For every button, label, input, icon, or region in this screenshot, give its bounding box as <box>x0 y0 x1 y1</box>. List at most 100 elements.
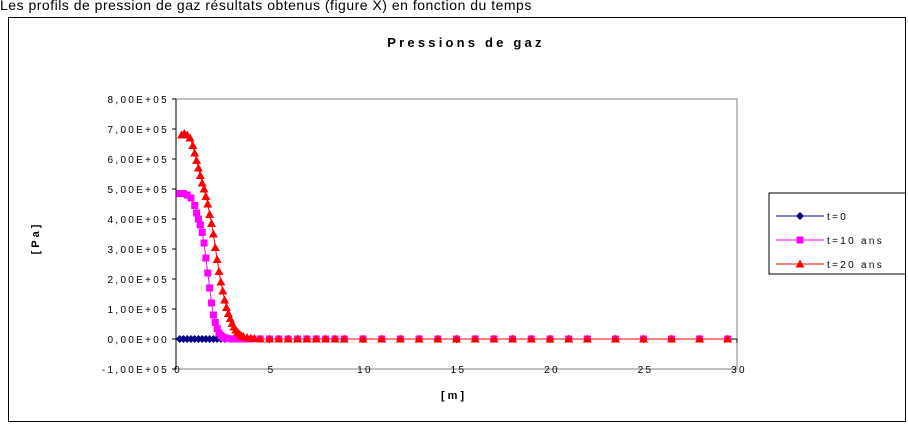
y-tick-label: 4,00E+05 <box>108 215 170 226</box>
y-tick-label: 2,00E+05 <box>108 275 170 286</box>
data-point <box>207 219 217 227</box>
data-point <box>195 171 205 179</box>
legend: t=0 t=10 ans t=20 ans <box>768 192 905 275</box>
y-tick-label: 6,00E+05 <box>108 155 170 166</box>
data-point <box>176 190 184 197</box>
data-point <box>203 199 213 208</box>
data-point <box>193 163 203 172</box>
data-point <box>250 334 260 343</box>
data-point <box>218 286 228 295</box>
plot-area <box>175 98 738 370</box>
data-point <box>330 334 340 343</box>
series-layer <box>175 129 733 343</box>
data-point <box>201 192 211 200</box>
data-point <box>187 194 195 202</box>
data-point <box>610 334 620 343</box>
x-tick-label: 20 <box>544 365 560 376</box>
data-point <box>255 334 265 343</box>
legend-label: t=0 <box>827 212 848 223</box>
data-point <box>358 334 368 343</box>
data-point <box>695 334 705 343</box>
data-point <box>293 334 303 343</box>
data-point <box>198 229 206 236</box>
x-tick-label: 10 <box>357 365 373 376</box>
data-point <box>211 319 219 326</box>
data-point <box>265 334 274 343</box>
data-point <box>221 303 231 311</box>
data-point <box>214 267 224 275</box>
data-point <box>216 277 226 286</box>
pressure-chart: Pressions de gaz -1,00E+05 0,00E+00 1,00E+… <box>30 35 905 402</box>
data-point <box>205 210 215 218</box>
data-point <box>213 325 221 332</box>
data-point <box>489 334 499 343</box>
data-point <box>414 334 424 343</box>
y-tick-label: 7,00E+05 <box>108 125 170 136</box>
data-point <box>302 334 312 343</box>
chart-frame: Pressions de gaz -1,00E+05 0,00E+00 1,00E+… <box>8 17 906 422</box>
data-point <box>321 334 331 343</box>
data-point <box>526 334 536 343</box>
data-point <box>564 334 574 343</box>
y-tick-label: 3,00E+05 <box>108 245 170 256</box>
data-point <box>206 284 214 292</box>
data-point <box>639 334 648 343</box>
figure-caption: Les profils de pression de gaz résultats… <box>0 0 532 13</box>
data-point <box>224 335 232 343</box>
x-tick-label: 0 <box>174 365 182 376</box>
legend-marker <box>796 236 804 244</box>
data-point <box>204 269 212 277</box>
x-tick-label: 5 <box>268 365 276 376</box>
legend-box <box>768 192 905 275</box>
data-point <box>723 334 733 343</box>
data-point <box>228 335 236 343</box>
data-point <box>179 190 187 197</box>
x-tick-label: 25 <box>638 365 654 376</box>
data-point <box>193 209 201 217</box>
data-point <box>197 178 207 187</box>
chart-title: Pressions de gaz <box>387 35 544 50</box>
data-point <box>209 311 217 319</box>
y-tick-label: 5,00E+05 <box>108 185 170 196</box>
data-point <box>212 255 222 263</box>
data-point <box>582 334 592 343</box>
data-point <box>470 334 480 343</box>
data-point <box>200 239 208 247</box>
data-point <box>395 334 405 343</box>
x-tick-label: 15 <box>451 365 467 376</box>
data-point <box>208 299 216 307</box>
data-point <box>232 335 240 343</box>
data-point <box>508 334 518 343</box>
data-point <box>283 334 293 343</box>
data-point <box>199 184 209 193</box>
y-axis-label: [Pa] <box>30 222 42 255</box>
y-tick-label: 0,00E+00 <box>108 335 170 346</box>
data-point <box>274 334 284 343</box>
legend-label: t=20 ans <box>827 260 884 271</box>
data-point <box>667 334 677 343</box>
data-point <box>202 254 210 262</box>
data-point <box>311 334 321 343</box>
data-point <box>183 191 191 199</box>
data-point <box>377 334 387 343</box>
data-point <box>188 141 198 149</box>
legend-marker <box>795 259 805 268</box>
data-point <box>192 156 202 164</box>
data-point <box>191 202 199 209</box>
legend-marker <box>796 212 804 220</box>
x-tick-label: 30 <box>731 365 747 376</box>
y-tick-label: 8,00E+05 <box>108 95 170 106</box>
data-point <box>210 243 220 251</box>
y-tick-label: 1,00E+05 <box>108 305 170 316</box>
data-point <box>185 133 195 142</box>
data-point <box>196 221 204 229</box>
series-3 <box>177 129 733 343</box>
y-tick-label: -1,00E+05 <box>102 365 169 376</box>
legend-label: t=10 ans <box>827 236 884 247</box>
x-axis-label: [m] <box>441 390 467 402</box>
data-point <box>220 295 230 304</box>
data-point <box>194 215 202 223</box>
data-point <box>190 148 200 157</box>
data-point <box>208 229 218 238</box>
data-point <box>339 334 349 343</box>
